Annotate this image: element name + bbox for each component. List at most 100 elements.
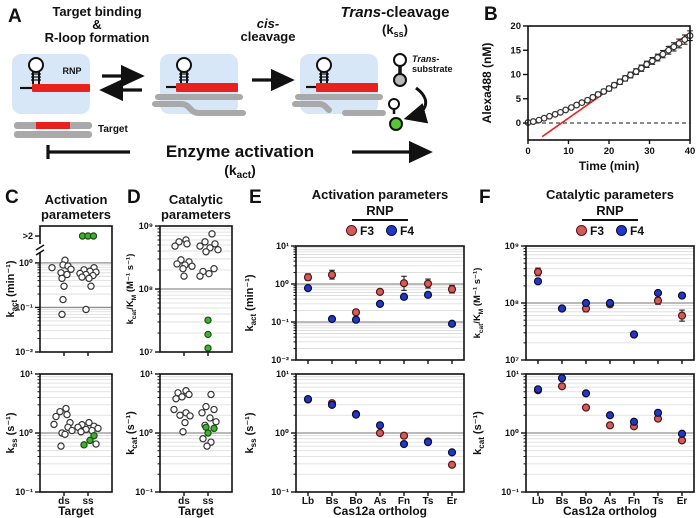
F3-point — [533, 267, 543, 277]
trans-cleavage-title: Trans-cleavage — [341, 4, 450, 21]
target-dna-icon — [14, 122, 92, 138]
F4-point — [351, 410, 361, 419]
y-tick-label: 10⁻¹ — [15, 487, 33, 497]
enzyme-activation-label: Enzyme activation — [166, 142, 314, 161]
y-tick-label: 10⁻² — [15, 347, 33, 357]
y-tick-label: 10¹ — [20, 369, 33, 379]
open-circle-point — [186, 412, 194, 420]
F3-point — [399, 279, 409, 288]
series-F4 — [303, 284, 457, 328]
F4-point — [557, 374, 567, 383]
open-circle-point — [52, 412, 60, 421]
y-axis-label: kact (min⁻¹) — [5, 260, 19, 317]
y-axis-label: kcat (s⁻¹) — [125, 411, 139, 455]
open-circle-point — [529, 118, 537, 125]
y-tick-label: 10⁸ — [505, 298, 519, 308]
open-circle-point — [171, 242, 179, 250]
open-circle-point — [57, 442, 65, 450]
series-F3 — [303, 269, 457, 317]
f4-legend-dot — [616, 225, 627, 237]
x-axis-ticks — [307, 360, 453, 364]
series-F4 — [533, 374, 687, 438]
x-axis-label: Cas12a ortholog — [563, 504, 657, 518]
data-points — [524, 30, 694, 126]
open-circle-point — [62, 404, 70, 413]
panel-d-title-line2: parameters — [160, 207, 232, 223]
x-tick-label: ds — [58, 496, 70, 507]
open-circle-point — [567, 104, 575, 111]
axis-ticks: 0 10 20 30 40 0 5 10 15 20 — [510, 21, 695, 157]
x-axis-ticks — [183, 352, 209, 356]
open-circle-point — [207, 390, 215, 399]
x-tick-label: Lb — [302, 496, 314, 507]
y-tick-label: 10⁰ — [275, 428, 289, 438]
gridlines — [160, 228, 232, 334]
open-circle-point — [681, 36, 689, 43]
step1-title-line1: Target binding — [52, 4, 141, 19]
open-circle-point — [600, 88, 608, 95]
panel-a-schematic: A Target binding & R-loop formation cis-… — [8, 4, 453, 181]
y-axis-ticks: 10¹ 10⁰ 10⁻¹ — [15, 369, 40, 497]
F4-point — [677, 429, 687, 438]
panel-f-kcat-ortholog-plot: 10¹ 10⁰ 10⁻¹ kcat (s⁻¹) Lb Bs Bo As Fn Ts Er Cas12a… — [472, 369, 695, 518]
panel-c-kact-strip-plot: 10⁰ 10⁻¹ 10⁻² >2 kact (min⁻¹) — [5, 225, 113, 357]
F4-point — [533, 277, 543, 286]
x-tick-label: 10 — [563, 146, 574, 157]
open-circle-point — [643, 60, 651, 68]
f4-legend-dot — [386, 225, 397, 237]
open-circle-point — [63, 410, 71, 419]
y-tick-label: 10¹ — [276, 241, 289, 251]
F4-point — [351, 315, 361, 324]
cleaved-product-icon — [388, 98, 403, 131]
F4-point — [303, 284, 313, 293]
x-tick-label: Bo — [579, 496, 592, 507]
open-circle-point — [188, 262, 196, 270]
x-tick-label: ds — [178, 496, 190, 507]
F4-point — [629, 417, 639, 426]
panel-f-letter: F — [479, 187, 491, 208]
y-axis-ticks: 10¹ 10⁰ 10⁻¹ — [501, 369, 526, 497]
panel-d-title-line1: Catalytic — [168, 192, 224, 207]
x-tick-label: As — [604, 496, 617, 507]
panel-c-title-line1: Activation — [44, 192, 108, 207]
y-tick-label: 10⁻¹ — [501, 487, 519, 497]
y-tick-label: 5 — [516, 94, 522, 105]
F3-point — [677, 311, 687, 320]
y-axis-ticks: 10¹ 10⁰ 10⁻¹ — [271, 369, 296, 497]
open-circle-point — [63, 270, 71, 279]
x-tick-label: 40 — [685, 146, 696, 157]
panel-d-kcatkm-strip-plot: 10⁹ 10⁸ 10⁷ kcat/KM (M⁻¹ s⁻¹) — [125, 221, 233, 357]
panel-e-rnp-label: RNP — [352, 204, 408, 221]
y-tick-label: 20 — [510, 21, 521, 32]
y-tick-label: 10⁰ — [505, 428, 519, 438]
cis-cleavage-label-line2: cleavage — [241, 29, 296, 44]
f4-legend-label: F4 — [630, 223, 645, 238]
y-axis-label: kcat/KM (M⁻¹ s⁻¹) — [472, 268, 485, 339]
panel-c-title: Activation parameters — [16, 192, 136, 223]
y-tick-label: 10⁰ — [139, 428, 153, 438]
green-circle-point — [210, 424, 218, 433]
y-tick-label: 15 — [510, 45, 521, 56]
data-points — [171, 230, 222, 352]
open-circle-point — [56, 407, 64, 416]
y-tick-label: 10¹ — [140, 369, 153, 379]
trans-substrate-label-line1: Trans- — [412, 54, 439, 64]
F4-point — [677, 291, 687, 300]
panel-f-legend: F3 F4 — [510, 224, 699, 238]
plot-border — [39, 225, 113, 353]
open-circle-point — [77, 428, 85, 436]
open-circle-point — [179, 265, 187, 273]
open-circle-point — [605, 85, 613, 92]
open-circle-point — [637, 64, 645, 72]
equilibrium-arrows-icon — [99, 64, 145, 102]
y-tick-label: 10⁸ — [139, 284, 153, 294]
open-circle-point — [60, 282, 68, 290]
gridlines — [40, 376, 112, 475]
open-circle-point — [58, 274, 66, 283]
F4-point — [533, 385, 543, 394]
open-circle-point — [185, 390, 193, 399]
trans-substrate-icon — [393, 53, 407, 87]
open-circle-point — [648, 57, 656, 65]
series-F4 — [303, 395, 457, 457]
